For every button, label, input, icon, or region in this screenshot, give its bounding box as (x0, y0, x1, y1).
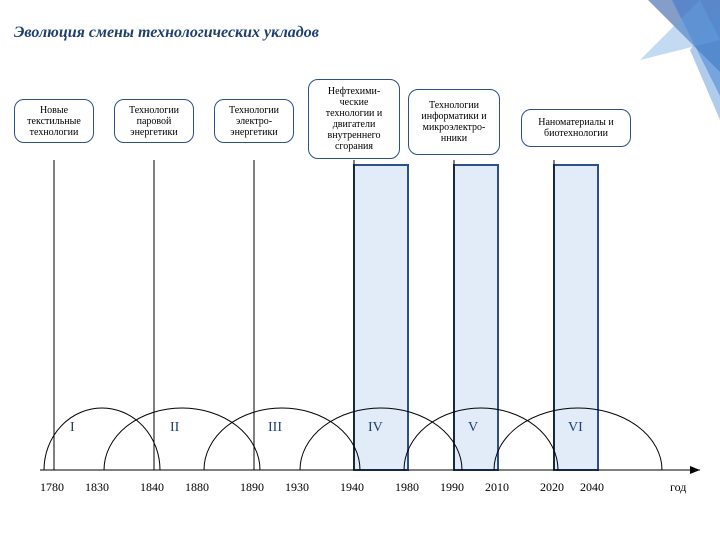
wave-label-4: Нефтехими-ческие технологии и двигатели … (308, 79, 400, 159)
tick-5: 1930 (285, 480, 309, 495)
tick-4: 1890 (240, 480, 264, 495)
wave-num-1: I (70, 420, 75, 436)
tick-11: 2040 (580, 480, 604, 495)
x-axis-arrow (690, 466, 700, 474)
wave-label-3: Технологии электро-энергетики (214, 99, 294, 143)
wave-arc-3 (204, 408, 360, 470)
tick-1: 1830 (85, 480, 109, 495)
wave-label-5: Технологии информатики и микроэлектро-нн… (408, 89, 500, 155)
tick-7: 1980 (395, 480, 419, 495)
tick-0: 1780 (40, 480, 64, 495)
wave-arc-1 (44, 408, 160, 470)
tick-10: 2020 (540, 480, 564, 495)
tick-2: 1840 (140, 480, 164, 495)
tick-12: год (670, 480, 686, 495)
wave-num-6: VI (568, 420, 583, 436)
tick-9: 2010 (485, 480, 509, 495)
wave-num-3: III (268, 420, 282, 436)
tick-3: 1880 (185, 480, 209, 495)
wave-label-6: Наноматериалы и биотехнологии (521, 109, 631, 147)
wave-num-2: II (170, 420, 179, 436)
wave-label-1: Новые текстильные технологии (14, 99, 94, 143)
tick-6: 1940 (340, 480, 364, 495)
wave-arc-2 (104, 408, 260, 470)
tick-8: 1990 (440, 480, 464, 495)
wave-num-4: IV (368, 420, 383, 436)
wave-label-2: Технологии паровой энергетики (114, 99, 194, 143)
wave-num-5: V (468, 420, 478, 436)
